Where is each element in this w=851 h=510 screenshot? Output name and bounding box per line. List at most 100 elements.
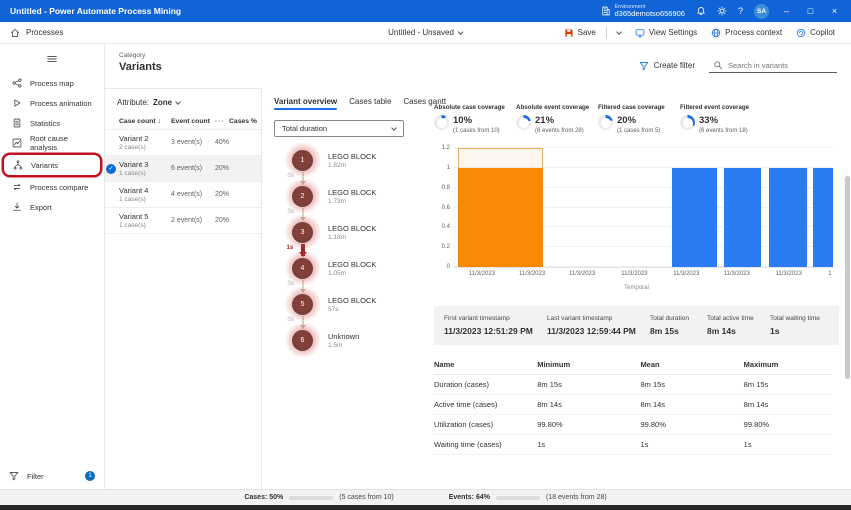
process-node-6[interactable]: 6 Unknown 1.5m (284, 322, 424, 358)
process-animation-icon (12, 98, 22, 108)
sidebar-item-export[interactable]: Export (3, 197, 101, 217)
stats-row-waiting-time-cases-: Waiting time (cases) 1s 1s 1s (434, 435, 831, 455)
col-cases-pct[interactable]: Cases % (229, 118, 257, 125)
x-tick: 11/3/2023 (568, 271, 596, 277)
stats-table: Name Minimum Mean Maximum Duration (cases) 8… (434, 355, 839, 455)
coverage-card-filtered-case-coverage: Filtered case coverage 20% (1 cases from 5… (598, 104, 665, 134)
edge-arrow-5: 0s (288, 316, 304, 328)
attribute-dropdown[interactable]: Attribute: Zone (105, 94, 261, 115)
edge-arrow-4: 0s (288, 280, 304, 292)
stats-col-mean: Mean (640, 360, 660, 369)
avatar[interactable]: SA (754, 3, 769, 19)
tab-cases-gantt[interactable]: Cases gantt (403, 96, 447, 106)
process-node-2[interactable]: 2 LEGO BLOCK 1.73m (284, 178, 424, 214)
settings-gear-icon[interactable] (717, 6, 727, 16)
chart-bar-4[interactable] (812, 167, 833, 267)
node-circle: 4 (284, 250, 321, 286)
node-circle: 3 (284, 214, 321, 250)
scrollbar-thumb[interactable] (845, 176, 850, 380)
selected-check-icon: ✓ (106, 163, 116, 174)
coverage-donut (434, 115, 449, 130)
sidebar-item-process-animation[interactable]: Process animation (3, 93, 101, 113)
document-title: Untitled - Unsaved (388, 28, 454, 37)
node-circle: 5 (284, 286, 321, 322)
processes-link[interactable]: Processes (10, 28, 63, 38)
root-cause-icon (12, 138, 22, 148)
coverage-donut (516, 115, 531, 130)
titlebar: Untitled - Power Automate Process Mining… (0, 0, 851, 22)
save-button[interactable]: Save (558, 26, 602, 40)
col-event-count[interactable]: Event count (171, 118, 210, 125)
process-node-1[interactable]: 1 LEGO BLOCK 1.82m (284, 142, 424, 178)
stats-row-duration-cases-: Duration (cases) 8m 15s 8m 15s 8m 15s (434, 375, 831, 395)
x-tick: 11/3/2023 (673, 271, 700, 277)
tab-variant-overview[interactable]: Variant overview (274, 92, 338, 111)
sidebar-filter-button[interactable]: Filter 1 (0, 463, 104, 489)
sidebar-item-root-cause-analysis[interactable]: Root cause analysis (3, 133, 101, 153)
process-node-4[interactable]: 4 LEGO BLOCK 1.05m (284, 250, 424, 286)
sidebar-item-statistics[interactable]: Statistics (3, 113, 101, 133)
create-filter-button[interactable]: Create filter (639, 61, 695, 71)
process-compare-icon (12, 182, 22, 192)
filter-funnel-icon (9, 471, 19, 481)
stats-row-active-time-cases-: Active time (cases) 8m 14s 8m 14s 8m 14s (434, 395, 831, 415)
edge-arrow-3: 1s (287, 244, 305, 256)
summary-total-waiting-time: Total waiting time 1s (770, 315, 820, 336)
main-area: Category Variants Create filter (105, 44, 851, 489)
chart-bar-1[interactable] (671, 167, 718, 267)
hamburger-menu-icon[interactable] (0, 50, 104, 73)
tab-bar: Variant overview Cases table Cases gantt (274, 88, 446, 114)
more-options-icon[interactable]: ··· (215, 118, 225, 125)
process-context-icon (711, 28, 721, 38)
edge-arrow-2: 0s (288, 208, 304, 220)
search-input[interactable] (728, 60, 833, 70)
environment-picker[interactable]: Environment d365demotso656906 (601, 4, 685, 18)
environment-label: Environment (614, 3, 646, 10)
y-tick: 0.6 (441, 204, 450, 211)
chart-bar-3[interactable] (768, 167, 808, 267)
tab-cases-table[interactable]: Cases table (349, 96, 392, 106)
sidebar-item-process-map[interactable]: Process map (3, 73, 101, 93)
x-tick: 11/3/2023 (775, 271, 802, 277)
view-settings-button[interactable]: View Settings (629, 26, 703, 40)
chevron-down-icon (616, 28, 622, 35)
chart-bar-0[interactable] (457, 167, 544, 267)
maximize-button[interactable]: □ (807, 6, 814, 16)
close-button[interactable]: × (831, 6, 838, 16)
sidebar-item-variants[interactable]: Variants (4, 155, 100, 175)
divider (605, 26, 607, 39)
sidebar-item-label: Process map (30, 78, 74, 88)
statusbar: Cases: 50% (5 cases from 10) Events: 64%… (0, 489, 851, 505)
sidebar-item-label: Export (30, 202, 52, 212)
stats-col-minimum: Minimum (537, 360, 571, 369)
coverage-card-absolute-case-coverage: Absolute case coverage 10% (1 cases from 1… (434, 104, 505, 134)
sidebar-item-process-compare[interactable]: Process compare (3, 177, 101, 197)
col-case-count[interactable]: Case count ↓ (119, 118, 161, 125)
sort-desc-icon: ↓ (157, 118, 161, 125)
sidebar-item-label: Process compare (30, 182, 89, 192)
chart-bar-2[interactable] (723, 167, 761, 267)
help-icon[interactable]: ? (737, 6, 743, 16)
process-node-3[interactable]: 3 LEGO BLOCK 1.18m (284, 214, 424, 250)
vertical-scrollbar[interactable] (845, 118, 850, 481)
search-box (709, 58, 837, 73)
copilot-button[interactable]: Copilot (790, 26, 841, 40)
metric-dropdown[interactable]: Total duration (274, 120, 404, 137)
process-node-5[interactable]: 5 LEGO BLOCK 57s (284, 286, 424, 322)
chevron-down-icon (175, 98, 181, 105)
process-context-button[interactable]: Process context (705, 26, 788, 40)
y-tick: 1 (446, 164, 450, 171)
save-split-dropdown[interactable] (611, 28, 627, 36)
coverage-card-filtered-event-coverage: Filtered event coverage 33% (6 events from… (680, 104, 750, 134)
document-title-dropdown[interactable]: Untitled - Unsaved (388, 28, 464, 37)
x-tick: 11/3/2023 (723, 271, 750, 277)
x-tick: 11/3/2023 (468, 271, 496, 277)
notifications-bell-icon[interactable] (696, 6, 706, 16)
summary-total-active-time: Total active time 8m 14s (707, 315, 754, 336)
sidebar: Process map Process animation Statistics Ro… (0, 44, 105, 489)
minimize-button[interactable]: – (783, 6, 789, 16)
